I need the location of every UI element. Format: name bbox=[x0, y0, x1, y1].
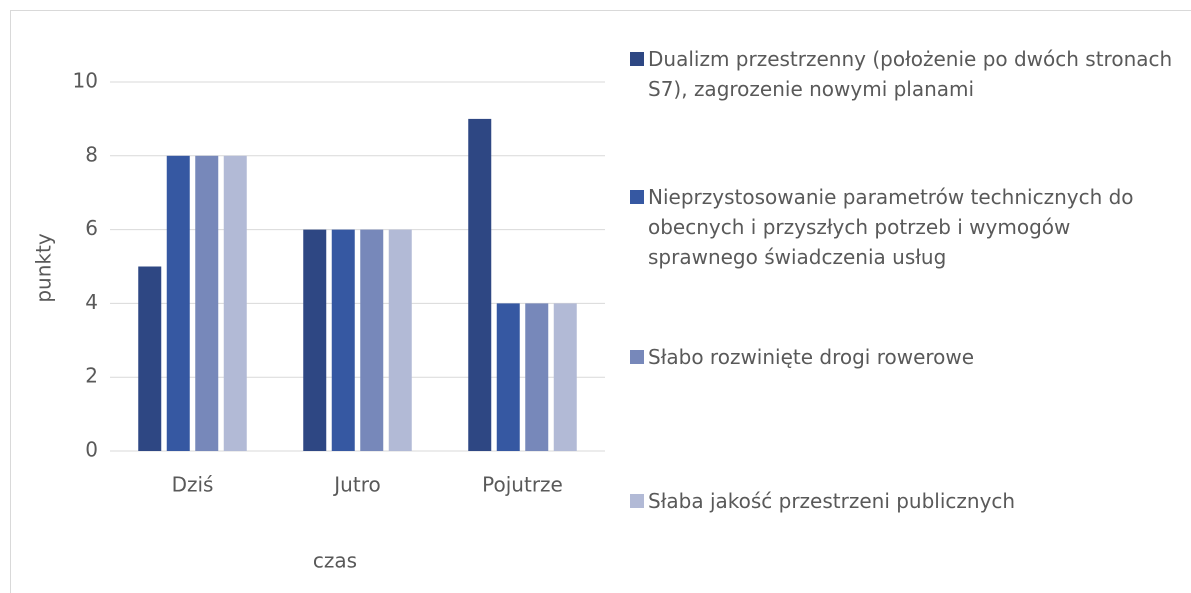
bar bbox=[195, 155, 219, 452]
y-tick-label: 0 bbox=[85, 438, 98, 462]
bar bbox=[388, 229, 412, 451]
legend-swatch bbox=[630, 494, 644, 508]
legend-item: Słabo rozwinięte drogi rowerowe bbox=[630, 342, 1186, 372]
y-tick-label: 6 bbox=[85, 216, 98, 240]
legend-item: Słaba jakość przestrzeni publicznych bbox=[630, 486, 1186, 516]
legend-swatch bbox=[630, 190, 644, 204]
bar bbox=[360, 229, 384, 451]
bar bbox=[166, 155, 190, 452]
bar bbox=[223, 155, 247, 452]
bar bbox=[303, 229, 327, 451]
y-axis-title: punkty bbox=[32, 233, 56, 302]
legend-label: Dualizm przestrzenny (położenie po dwóch… bbox=[648, 47, 1173, 101]
y-tick-label: 10 bbox=[73, 69, 98, 93]
y-tick-label: 2 bbox=[85, 364, 98, 388]
legend-item: Nieprzystosowanie parametrów technicznyc… bbox=[630, 182, 1186, 272]
x-tick-label: Pojutrze bbox=[482, 473, 563, 497]
x-tick-label: Dziś bbox=[172, 473, 214, 497]
bar bbox=[331, 229, 355, 451]
x-axis-title: czas bbox=[313, 549, 357, 573]
y-tick-label: 4 bbox=[85, 290, 98, 314]
legend-item: Dualizm przestrzenny (położenie po dwóch… bbox=[630, 44, 1186, 104]
y-tick-label: 8 bbox=[85, 142, 98, 166]
bar bbox=[138, 266, 162, 451]
legend-label: Słaba jakość przestrzeni publicznych bbox=[648, 489, 1016, 513]
bar bbox=[496, 303, 520, 451]
legend-label: Nieprzystosowanie parametrów technicznyc… bbox=[648, 185, 1134, 269]
bar bbox=[468, 118, 492, 452]
bar bbox=[553, 303, 577, 451]
legend-label: Słabo rozwinięte drogi rowerowe bbox=[648, 345, 975, 369]
bar bbox=[525, 303, 549, 451]
legend-swatch bbox=[630, 350, 644, 364]
chart-border bbox=[10, 10, 1191, 593]
legend-swatch bbox=[630, 52, 644, 66]
x-tick-label: Jutro bbox=[332, 473, 380, 497]
